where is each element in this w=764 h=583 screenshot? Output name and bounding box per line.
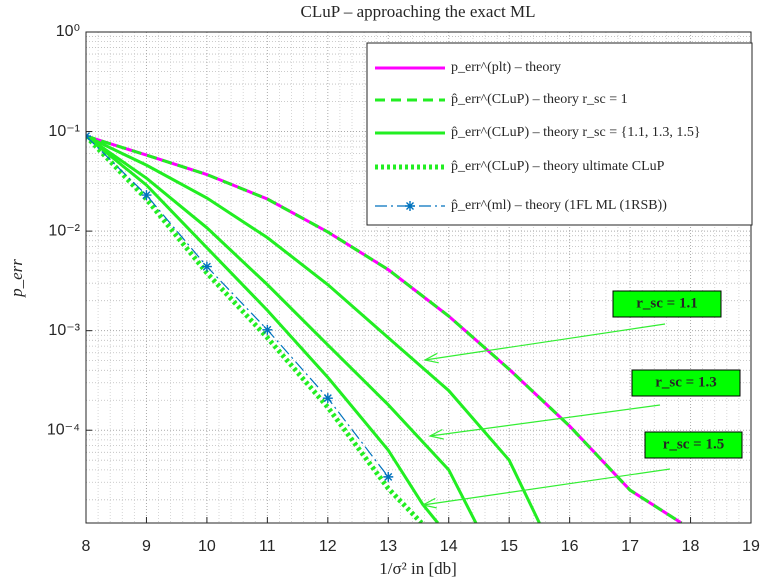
y-tick-label: 10⁰ [56, 23, 80, 40]
series-line [86, 134, 478, 523]
x-tick-label: 12 [319, 538, 337, 555]
point-marker [201, 261, 212, 272]
annotation-box [644, 431, 743, 459]
plot-frame [85, 31, 752, 524]
legend-label: p_err^(plt) – theory [451, 60, 561, 75]
chart-title: CLuP – approaching the exact ML [301, 2, 536, 21]
legend: p_err^(plt) – theory p̂_err^(CLuP) – theo… [366, 42, 753, 226]
legend-label: p̂_err^(CLuP) – theory r_sc = 1 [451, 92, 628, 107]
y-tick-label: 10⁻¹ [48, 123, 80, 140]
x-tick-label: 13 [379, 538, 397, 555]
y-axis-label: p_err [7, 259, 26, 298]
annotation-box [631, 369, 741, 397]
series-line [86, 134, 683, 523]
x-tick-label: 19 [742, 538, 760, 555]
annotations: r_sc = 1.1 r_sc = 1.3 r_sc = 1.5 [421, 290, 743, 509]
annotation-text: r_sc = 1.1 [636, 295, 697, 311]
annotation-text: r_sc = 1.3 [655, 374, 716, 390]
x-tick-label: 17 [621, 538, 639, 555]
series-line [86, 134, 541, 523]
annotation-text: r_sc = 1.5 [663, 436, 724, 452]
x-tick-label: 16 [561, 538, 579, 555]
annotation-arrow [424, 323, 666, 361]
lines [86, 131, 683, 523]
annotation-arrowhead [428, 428, 444, 440]
legend-label: p̂_err^(CLuP) – theory r_sc = {1.1, 1.3,… [451, 125, 701, 140]
series-line [86, 134, 440, 523]
annotation-arrowhead [421, 497, 437, 509]
legend-marker [405, 201, 415, 211]
y-tick-label: 10⁻⁴ [47, 421, 80, 438]
legend-label: p̂_err^(CLuP) – theory ultimate CLuP [451, 159, 665, 174]
x-tick-label: 9 [142, 538, 151, 555]
series-line [86, 134, 424, 523]
point-marker [141, 190, 152, 201]
annotation-arrow [422, 468, 671, 506]
x-tick-label: 11 [259, 538, 276, 555]
legend-label: p̂_err^(ml) – theory (1FL ML (1RSB)) [451, 198, 667, 213]
annotation-arrow [429, 404, 661, 437]
y-tick-label: 10⁻² [48, 222, 80, 239]
annotation-box [612, 290, 722, 318]
x-tick-label: 14 [440, 538, 458, 555]
x-tick-label: 18 [682, 538, 700, 555]
point-marker [322, 393, 333, 404]
series-line [86, 135, 389, 478]
x-axis-label: 1/σ² in [db] [379, 559, 457, 578]
annotation-arrowhead [423, 352, 439, 364]
x-tick-label: 15 [500, 538, 518, 555]
x-tick-label: 8 [82, 538, 91, 555]
point-marker [383, 471, 394, 482]
x-tick-label: 10 [198, 538, 216, 555]
y-tick-label: 10⁻³ [48, 322, 80, 339]
point-marker [262, 324, 273, 335]
